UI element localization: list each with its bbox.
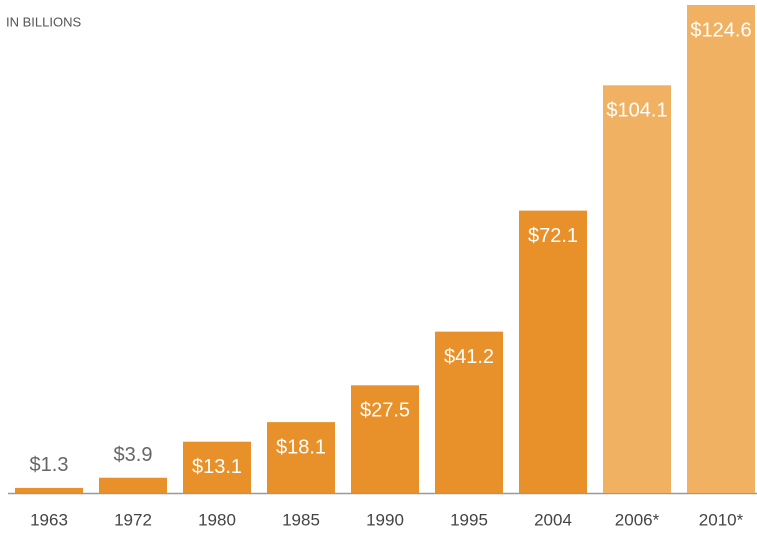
bar (603, 85, 671, 493)
bar (687, 5, 755, 493)
x-tick-label: 1985 (282, 510, 320, 529)
x-tick-label: 1963 (30, 510, 68, 529)
value-label: $1.3 (30, 454, 69, 476)
value-label: $27.5 (360, 400, 410, 422)
value-label: $104.1 (606, 100, 667, 122)
value-label: $18.1 (276, 436, 326, 458)
bar (435, 331, 503, 493)
x-tick-label: 1990 (366, 510, 404, 529)
x-tick-label: 2004 (534, 510, 572, 529)
chart-subtitle: IN BILLIONS (6, 14, 81, 29)
bar (519, 210, 587, 493)
value-label: $41.2 (444, 346, 494, 368)
bar (351, 385, 419, 493)
bar (15, 487, 83, 493)
bar (99, 477, 167, 493)
x-tick-label: 2010* (699, 510, 744, 529)
x-tick-label: 1980 (198, 510, 236, 529)
x-tick-label: 1995 (450, 510, 488, 529)
value-label: $124.6 (690, 19, 751, 41)
x-tick-label: 2006* (615, 510, 660, 529)
value-label: $72.1 (528, 225, 578, 247)
value-label: $3.9 (114, 444, 153, 466)
x-tick-label: 1972 (114, 510, 152, 529)
bar (183, 441, 251, 493)
value-label: $13.1 (192, 456, 242, 478)
bar (267, 422, 335, 493)
